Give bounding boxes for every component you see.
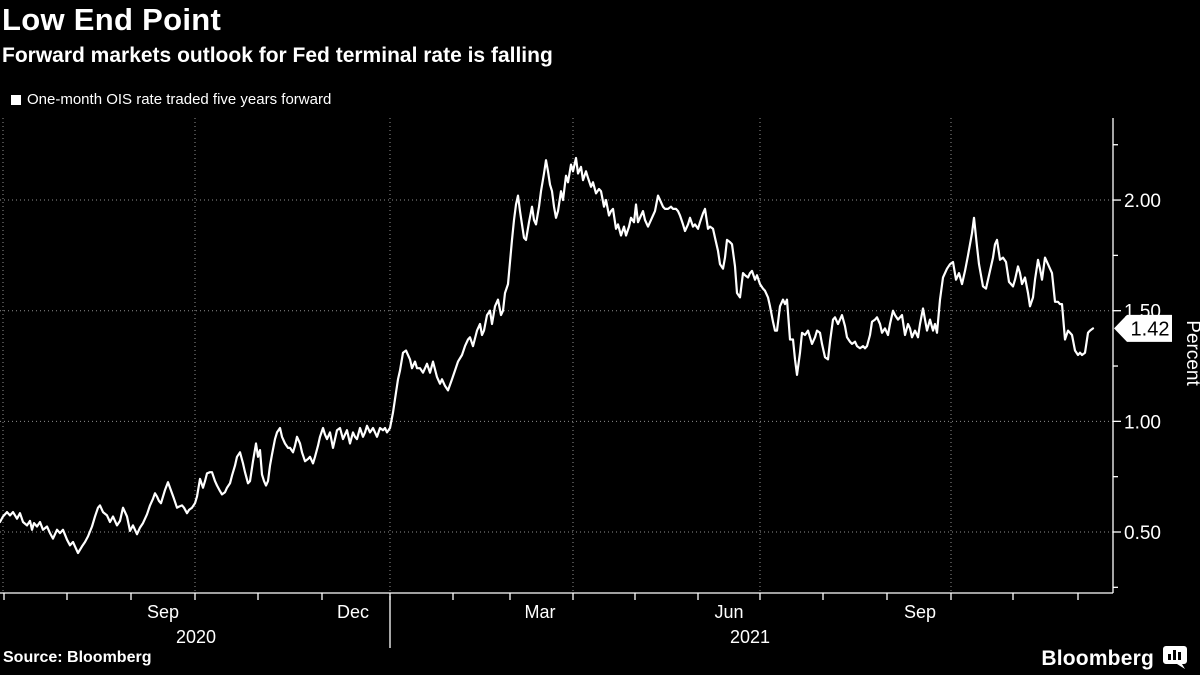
x-month-label: Dec — [337, 602, 369, 622]
source-note: Source: Bloomberg — [3, 649, 152, 666]
legend-label: One-month OIS rate traded five years for… — [27, 91, 332, 108]
bloomberg-chart-bubble-icon — [1162, 643, 1188, 675]
x-month-label: Mar — [525, 602, 556, 622]
x-year-label: 2021 — [730, 627, 770, 647]
bloomberg-logo-text: Bloomberg — [1041, 647, 1154, 670]
legend: One-month OIS rate traded five years for… — [11, 91, 331, 108]
y-tick-label: 1.00 — [1124, 412, 1161, 433]
x-month-label: Sep — [904, 602, 936, 622]
legend-swatch-square-icon — [11, 94, 21, 105]
x-month-label: Jun — [714, 602, 743, 622]
ois-rate-line — [0, 156, 1095, 555]
bloomberg-logo: Bloomberg — [1041, 643, 1188, 675]
last-value-text: 1.42 — [1131, 318, 1170, 340]
y-tick-label: 0.50 — [1124, 523, 1161, 544]
last-value-badge — [1114, 314, 1172, 342]
x-year-label: 2020 — [176, 627, 216, 647]
x-month-label: Sep — [147, 602, 179, 622]
page-subtitle: Forward markets outlook for Fed terminal… — [2, 44, 553, 67]
y-axis-title: Percent — [1182, 320, 1200, 386]
page-title: Low End Point — [2, 2, 222, 37]
y-tick-label: 2.00 — [1124, 191, 1161, 212]
